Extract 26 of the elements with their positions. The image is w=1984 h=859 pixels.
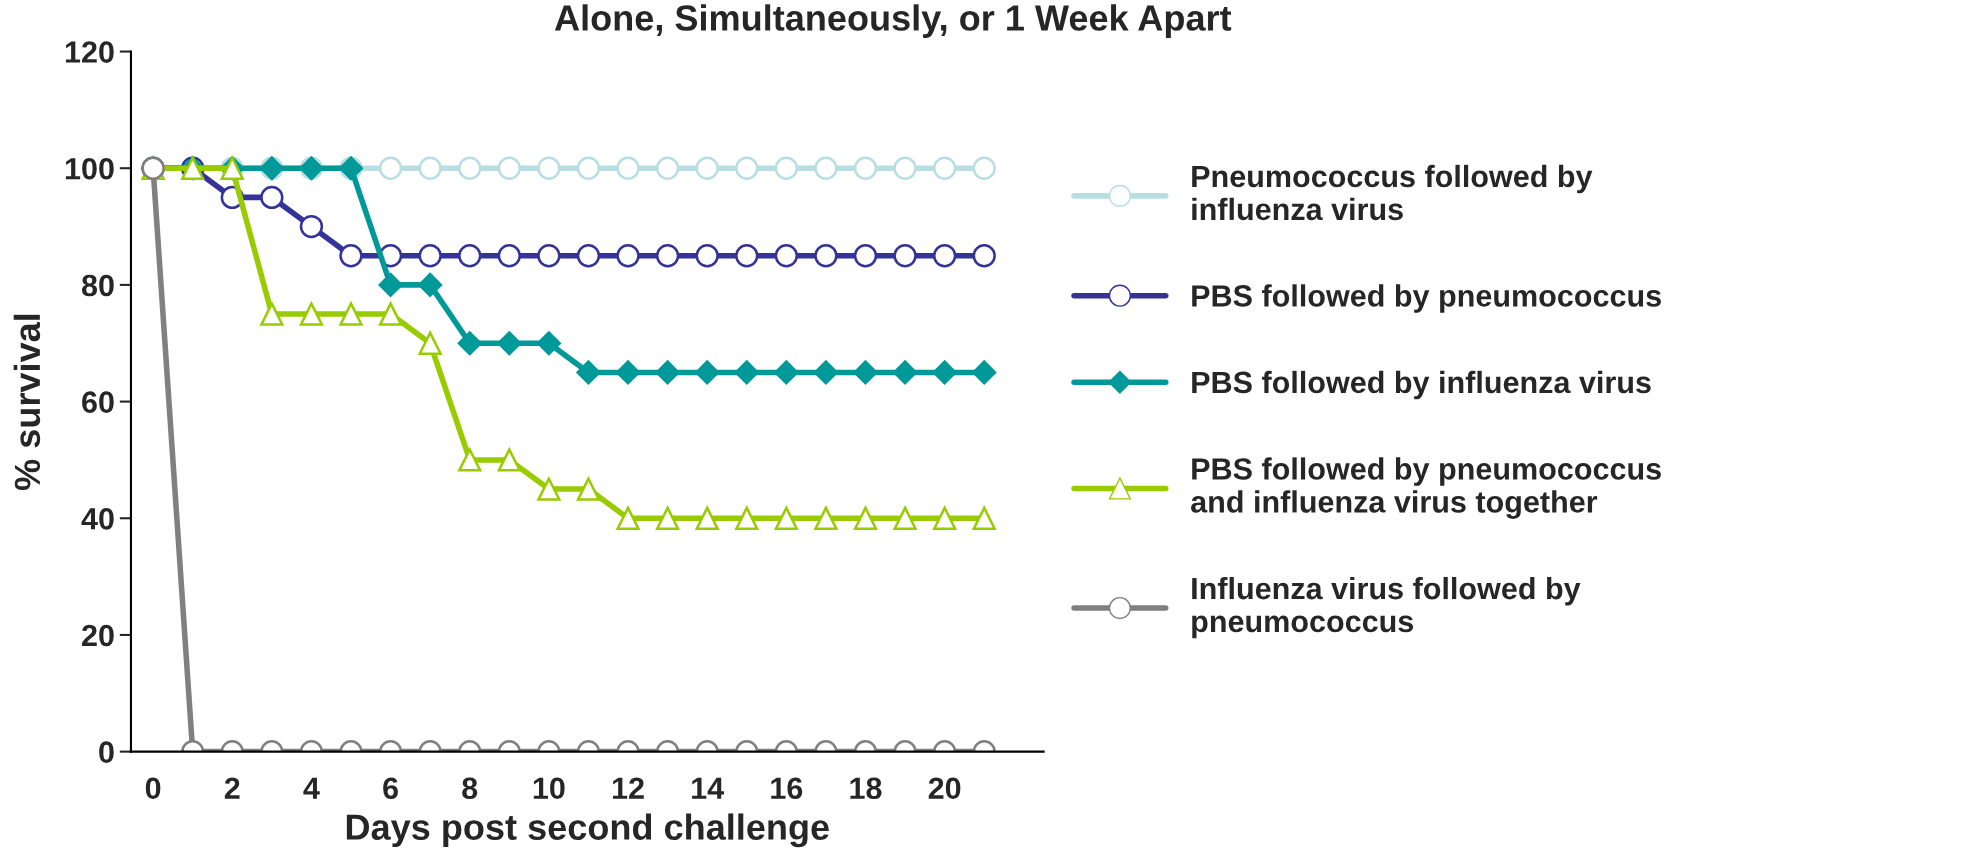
x-tick-label: 14 [692,777,725,799]
x-tick-label: 16 [771,777,803,800]
y-axis-title: % survival [13,314,41,491]
y-tick-label: 100 [65,157,114,180]
chart-title: Alone, Simultaneously, or 1 Week Apart [554,4,1232,38]
x-tick-label: 6 [383,777,398,800]
x-tick-label: 8 [462,777,478,800]
y-tick-label: 120 [65,41,114,63]
y-tick-label: 80 [81,274,114,297]
y-tick-label: 40 [81,508,114,530]
x-tick-label: 2 [224,777,240,799]
legend-label: Influenza virus followed by pneumococcus [1192,576,1581,639]
x-tick-label: 20 [928,777,961,800]
legend-label: Pneumococcus followed by influenza virus [1192,164,1593,221]
x-tick-label: 12 [612,777,644,799]
x-axis-title: Days post second challenge [346,813,829,848]
y-tick-label: 20 [82,624,114,647]
legend-label: PBS followed by pneumococcus and influenza virus together [1191,457,1661,519]
x-tick-label: 18 [850,777,882,800]
y-tick-label: 60 [82,391,114,413]
legend-label: PBS followed by influenza virus [1192,370,1651,400]
legend-label: PBS followed by pneumococcus [1192,284,1661,313]
x-tick-label: 4 [303,777,320,799]
x-tick-label: 0 [145,777,161,800]
y-tick-label: 0 [99,741,114,763]
x-tick-label: 10 [533,777,565,800]
